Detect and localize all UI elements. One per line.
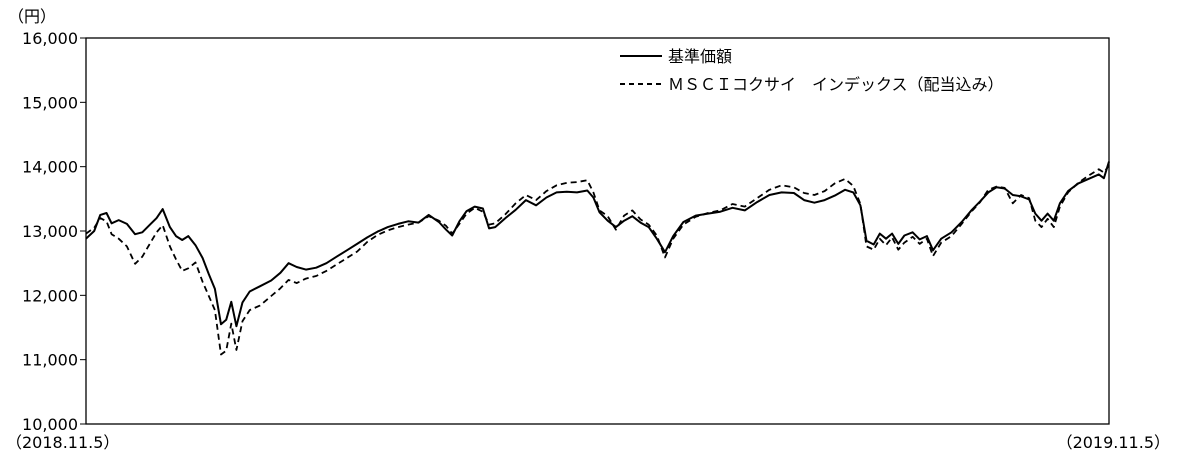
y-tick-label: 14,000: [22, 158, 78, 177]
y-tick-label: 16,000: [22, 29, 78, 48]
y-tick-label: 13,000: [22, 222, 78, 241]
y-tick-label: 11,000: [22, 351, 78, 370]
legend: 基準価額 ＭＳＣＩコクサイ インデックス（配当込み）: [620, 47, 1004, 94]
series-line-msci-kokusai: [85, 164, 1110, 356]
series-line-base-price: [85, 161, 1110, 328]
y-tick-label: 15,000: [22, 93, 78, 112]
y-axis-ticks: 10,000 11,000 12,000 13,000 14,000 15,000 16,0…: [22, 29, 86, 434]
y-tick-label: 10,000: [22, 415, 78, 434]
x-axis-end-date-label: （2019.11.5）: [1057, 433, 1170, 452]
plot-area-frame: [85, 37, 1110, 425]
series-layer: [85, 161, 1110, 356]
legend-label-base-price: 基準価額: [668, 47, 732, 66]
x-axis-start-date-label: （2018.11.5）: [6, 433, 119, 452]
y-axis-unit-label: （円）: [8, 7, 56, 26]
y-tick-label: 12,000: [22, 286, 78, 305]
legend-label-msci-kokusai: ＭＳＣＩコクサイ インデックス（配当込み）: [668, 75, 1004, 94]
